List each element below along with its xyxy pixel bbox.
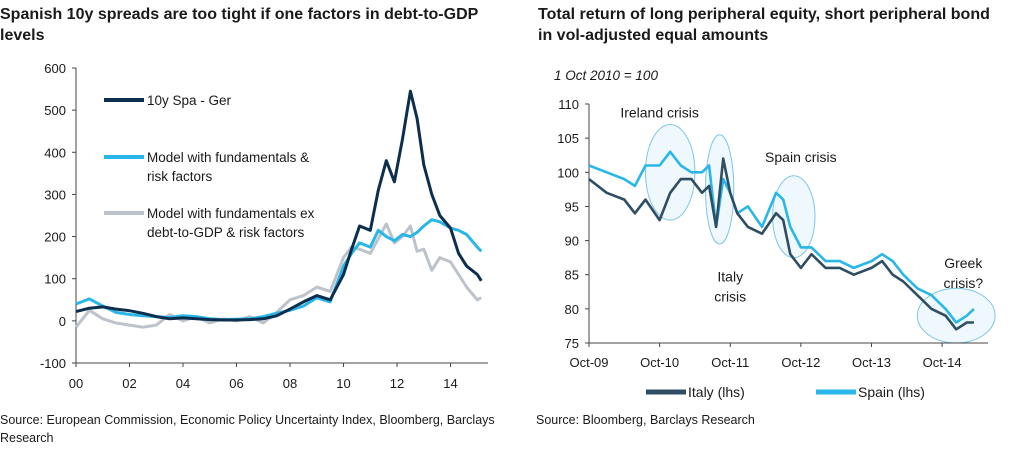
highlight-ellipse-1 xyxy=(644,123,696,221)
series-line-3 xyxy=(74,222,482,329)
left-chart-svg: -100 0 100 200 300 400 500 600 00 02 04 06 08 10 12 14 1… xyxy=(40,61,488,391)
y-tick-label: 80 xyxy=(565,302,579,317)
x-tick-label: 06 xyxy=(229,376,243,391)
annotation-label-2: crisis xyxy=(714,289,746,305)
legend-label-2: Model with fundamentals & xyxy=(147,150,309,165)
annotation-label-1: Ireland crisis xyxy=(620,105,699,121)
right-chart-panel: Total return of long peripheral equity, … xyxy=(530,0,1014,449)
x-tick-label: Oct-10 xyxy=(640,355,679,370)
x-tick-label: Oct-14 xyxy=(923,355,962,370)
left-chart-source: Source: European Commission, Economic Po… xyxy=(0,413,495,445)
x-tick-label: 02 xyxy=(122,376,136,391)
x-tick-label: 14 xyxy=(443,376,457,391)
x-tick-label: 12 xyxy=(390,376,404,391)
right-chart-source: Source: Bloomberg, Barclays Research xyxy=(536,413,755,427)
x-tick-label: Oct-11 xyxy=(711,355,749,370)
annotation-label-3: Spain crisis xyxy=(765,149,837,165)
left-chart-title: Spanish 10y spreads are too tight if one… xyxy=(0,6,478,44)
y-tick-label: 75 xyxy=(565,336,579,351)
y-tick-label: 105 xyxy=(557,131,579,146)
legend-label-2: risk factors xyxy=(147,169,213,184)
x-tick-label: 00 xyxy=(69,376,83,391)
x-tick-label: Oct-09 xyxy=(569,355,608,370)
series-line-1 xyxy=(75,89,483,322)
y-tick-label: 110 xyxy=(558,97,579,112)
x-tick-label: 10 xyxy=(336,376,350,391)
right-chart-title: Total return of long peripheral equity, … xyxy=(538,6,990,44)
y-tick-label: -100 xyxy=(40,356,66,371)
y-tick-label: 85 xyxy=(565,268,579,283)
x-tick-label: 08 xyxy=(283,376,297,391)
y-tick-label: 300 xyxy=(44,187,66,202)
y-tick-label: 400 xyxy=(44,145,66,160)
y-tick-label: 200 xyxy=(44,230,66,245)
y-tick-label: 100 xyxy=(557,165,579,180)
legend-label-3: Model with fundamentals ex xyxy=(147,206,315,221)
legend-label-1: Italy (lhs) xyxy=(688,384,745,400)
highlight-ellipse-4 xyxy=(916,287,996,344)
annotation-label-4: crisis? xyxy=(943,275,983,291)
annotation-label-2: Italy xyxy=(717,269,743,285)
right-chart-subtitle: 1 Oct 2010 = 100 xyxy=(554,68,658,83)
y-tick-label: 600 xyxy=(44,61,66,76)
y-tick-label: 95 xyxy=(565,199,579,214)
legend-label-1: 10y Spa - Ger xyxy=(147,93,232,108)
y-tick-label: 500 xyxy=(44,103,66,118)
right-chart-svg: 1 Oct 2010 = 100 75 80 85 90 95 100 105 110 Oct-0… xyxy=(554,68,996,400)
legend-label-3: debt-to-GDP & risk factors xyxy=(147,225,305,240)
x-tick-label: 04 xyxy=(176,376,190,391)
y-tick-label: 90 xyxy=(565,234,579,249)
y-tick-label: 100 xyxy=(44,272,66,287)
x-tick-label: Oct-13 xyxy=(852,355,891,370)
legend-label-2: Spain (lhs) xyxy=(858,384,925,400)
x-tick-label: Oct-12 xyxy=(781,355,820,370)
annotation-label-4: Greek xyxy=(944,255,983,271)
series-line-1 xyxy=(588,157,974,331)
left-chart-panel: Spanish 10y spreads are too tight if one… xyxy=(0,6,495,445)
y-tick-label: 0 xyxy=(59,314,66,329)
series-line-2 xyxy=(588,150,975,324)
